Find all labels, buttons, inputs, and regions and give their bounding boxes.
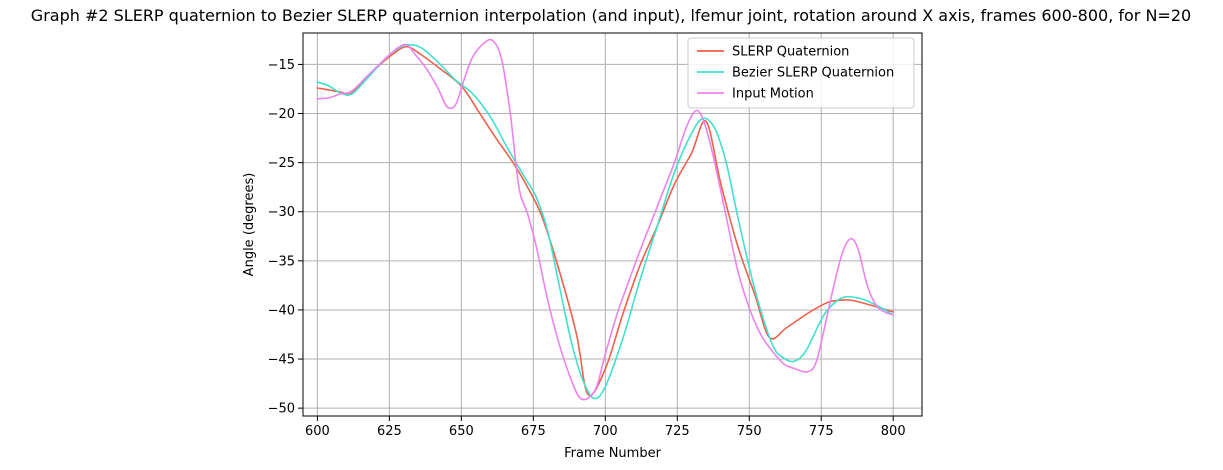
series-line-slerp-quaternion	[316, 45, 895, 397]
plot-frame	[302, 32, 923, 417]
x-tick-label: 700	[593, 424, 618, 439]
series-layer	[316, 38, 895, 401]
y-tick-label: −15	[268, 58, 295, 73]
legend-label: SLERP Quaternion	[732, 45, 849, 60]
y-tick-label: −40	[268, 303, 295, 318]
axes: 600 625 650 675 700 725 750 775 800 −50 −45 −40 −35 −…	[268, 58, 906, 439]
x-tick-label: 650	[449, 424, 474, 439]
legend-box	[687, 37, 915, 109]
x-tick-label: 775	[809, 424, 834, 439]
y-tick-label: −30	[268, 205, 295, 220]
x-tick-label: 725	[665, 424, 690, 439]
x-tick-label: 750	[737, 424, 762, 439]
y-tick-label: −45	[268, 353, 295, 368]
legend-label: Input Motion	[732, 87, 814, 102]
legend-label: Bezier SLERP Quaternion	[732, 66, 894, 81]
y-tick-label: −25	[268, 156, 295, 171]
y-tick-label: −20	[268, 107, 295, 122]
y-axis-label: Angle (degrees)	[242, 173, 257, 277]
x-tick-label: 625	[377, 424, 402, 439]
grid	[303, 33, 922, 416]
y-tick-label: −50	[268, 402, 295, 417]
series-line-input-motion	[316, 38, 895, 401]
x-tick-label: 800	[881, 424, 906, 439]
x-axis-label: Frame Number	[564, 446, 662, 461]
chart-title: Graph #2 SLERP quaternion to Bezier SLER…	[31, 6, 1191, 25]
x-tick-label: 675	[521, 424, 546, 439]
y-tick-label: −35	[268, 254, 295, 269]
legend: SLERP Quaternion Bezier SLERP Quaternion I…	[687, 37, 915, 109]
x-tick-label: 600	[305, 424, 330, 439]
